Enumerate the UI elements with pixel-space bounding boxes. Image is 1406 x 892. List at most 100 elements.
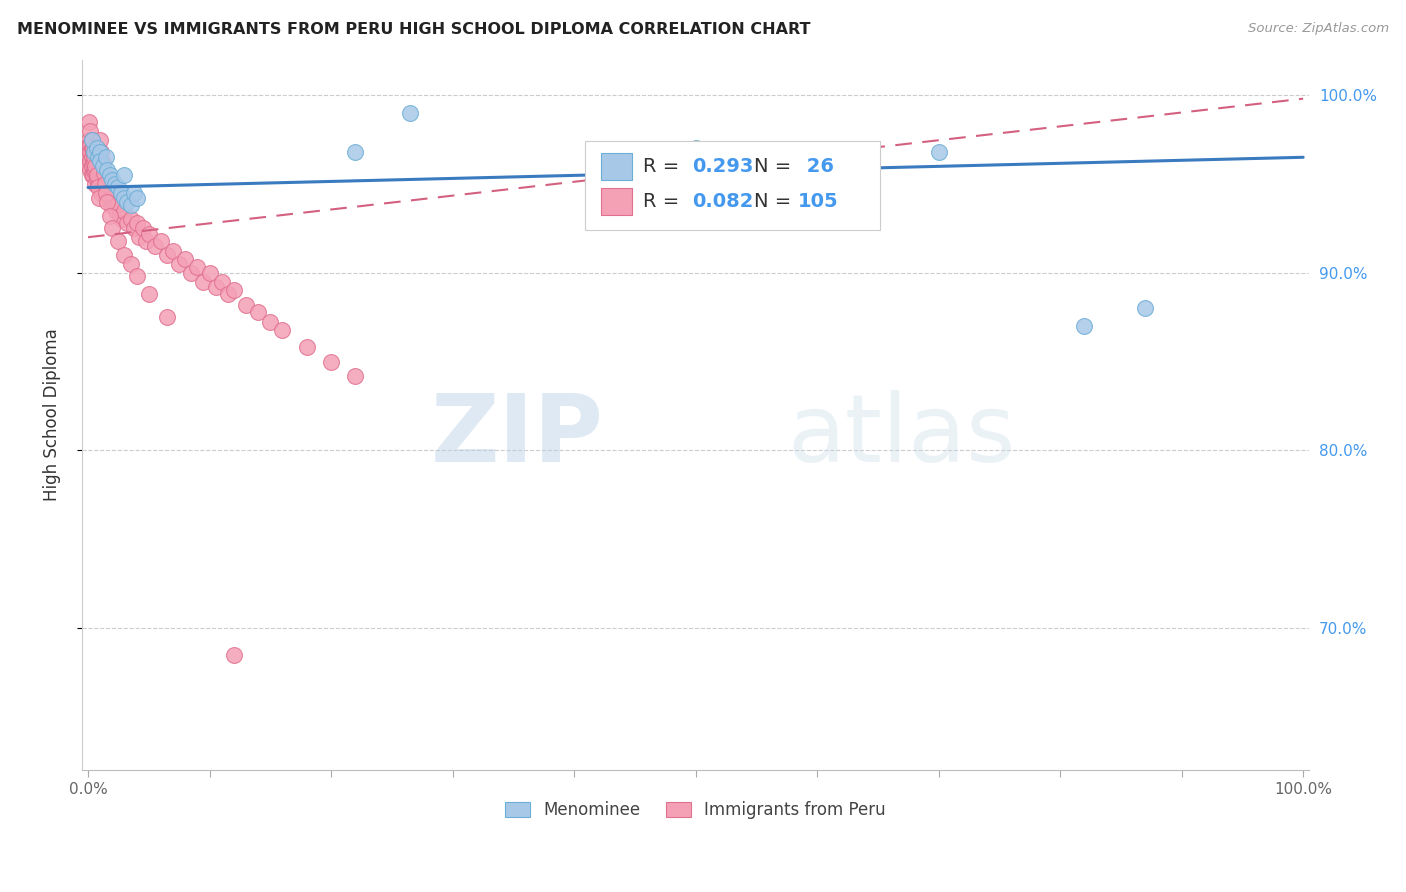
Point <box>399 106 422 120</box>
Text: ZIP: ZIP <box>430 390 603 482</box>
Point <box>120 257 142 271</box>
Point <box>90 173 112 187</box>
Point <box>82 141 104 155</box>
Point <box>104 177 127 191</box>
Point <box>86 168 108 182</box>
Point <box>211 275 233 289</box>
Point <box>1133 301 1156 316</box>
Point <box>128 230 150 244</box>
Point <box>94 186 117 200</box>
Point <box>101 221 124 235</box>
Point <box>107 234 129 248</box>
Point <box>193 275 215 289</box>
Point <box>107 198 129 212</box>
Point <box>138 287 160 301</box>
Point <box>83 141 105 155</box>
Point <box>89 153 111 168</box>
Point <box>259 315 281 329</box>
Text: 0.293: 0.293 <box>692 157 754 176</box>
Point <box>94 177 117 191</box>
Point <box>96 194 118 209</box>
Point <box>114 191 136 205</box>
Point <box>198 266 221 280</box>
Point <box>87 191 110 205</box>
Point <box>114 203 136 218</box>
Point <box>235 298 257 312</box>
Point <box>101 173 124 187</box>
Point <box>247 305 270 319</box>
Point <box>138 227 160 241</box>
Point <box>89 145 111 159</box>
Point <box>77 137 100 152</box>
Point <box>87 168 110 182</box>
Point <box>222 284 245 298</box>
Point <box>156 310 179 325</box>
Point <box>344 368 367 383</box>
Point <box>89 173 111 187</box>
Point <box>83 145 105 159</box>
Point <box>80 132 103 146</box>
Point <box>96 186 118 200</box>
Point <box>108 209 131 223</box>
Point <box>91 168 114 182</box>
Point <box>80 150 103 164</box>
Point <box>156 248 179 262</box>
Point <box>89 132 111 146</box>
Point <box>96 186 118 200</box>
Point <box>167 257 190 271</box>
Point <box>77 132 100 146</box>
Point <box>93 166 115 180</box>
Point <box>77 115 100 129</box>
Point <box>96 150 118 164</box>
Point <box>217 287 239 301</box>
FancyBboxPatch shape <box>585 141 880 230</box>
Point <box>83 153 105 168</box>
Point <box>101 194 124 209</box>
Point <box>98 191 121 205</box>
Point <box>928 145 950 159</box>
Point <box>91 180 114 194</box>
Point <box>271 322 294 336</box>
Point <box>125 191 148 205</box>
Point <box>120 212 142 227</box>
Point <box>115 194 138 209</box>
Point <box>79 153 101 168</box>
Point <box>186 260 208 275</box>
Point <box>90 186 112 200</box>
Point <box>87 180 110 194</box>
Point <box>91 159 114 173</box>
Point <box>135 234 157 248</box>
Point <box>125 216 148 230</box>
Point <box>125 269 148 284</box>
Point <box>96 162 118 177</box>
Point <box>82 155 104 169</box>
Point <box>80 168 103 182</box>
Point <box>180 266 202 280</box>
Point <box>685 141 707 155</box>
Point <box>107 180 129 194</box>
Point <box>89 159 111 173</box>
Legend: Menominee, Immigrants from Peru: Menominee, Immigrants from Peru <box>499 794 893 826</box>
Point <box>111 212 134 227</box>
Point <box>93 177 115 191</box>
Point <box>131 221 153 235</box>
Point <box>79 123 101 137</box>
Text: 0.082: 0.082 <box>692 192 754 211</box>
Text: 26: 26 <box>800 157 834 176</box>
Point <box>101 180 124 194</box>
Point <box>77 145 100 159</box>
Point <box>86 159 108 173</box>
Point <box>82 145 104 159</box>
Point <box>97 191 120 205</box>
Point <box>222 648 245 662</box>
Point <box>162 244 184 259</box>
Point <box>83 164 105 178</box>
Point <box>96 180 118 194</box>
Point <box>87 180 110 194</box>
Point <box>86 141 108 155</box>
Point <box>100 198 122 212</box>
Point <box>115 216 138 230</box>
Point <box>114 168 136 182</box>
Point <box>79 145 101 159</box>
Point <box>77 150 100 164</box>
